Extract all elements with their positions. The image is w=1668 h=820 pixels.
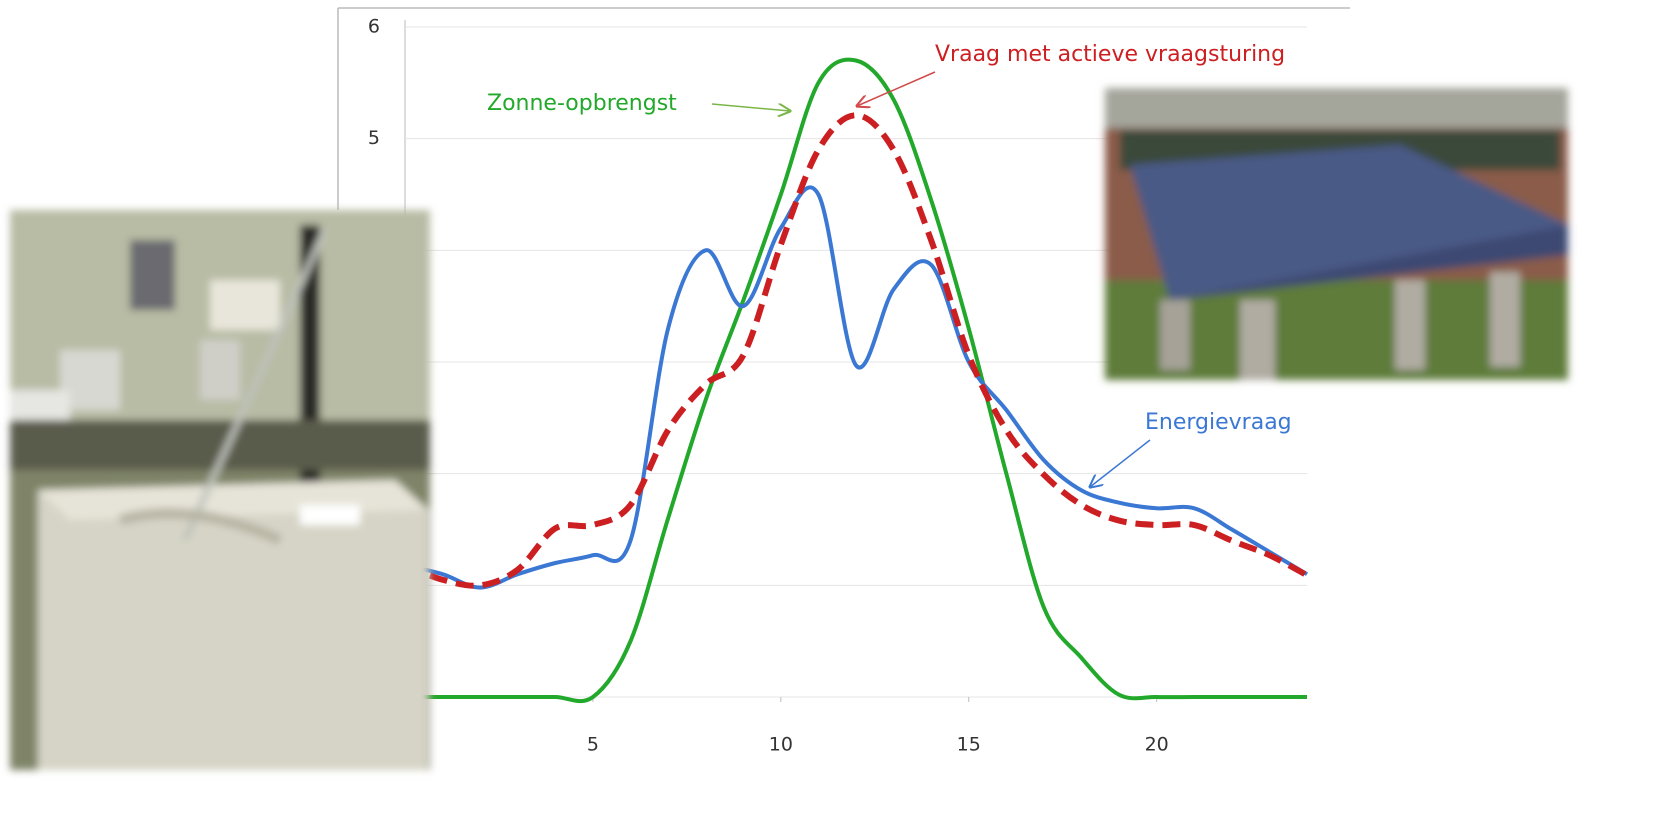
y-tick-label: 5: [368, 127, 380, 149]
lab-photo: [10, 210, 430, 770]
series-annotation: Zonne-opbrengst: [487, 91, 677, 116]
chart: 01234565101520 Zonne-opbrengstEnergievra…: [0, 0, 1668, 820]
x-tick-label: 5: [587, 734, 599, 756]
annotation-arrows: [712, 72, 1150, 487]
x-tick-label: 10: [769, 734, 793, 756]
x-tick-label: 20: [1145, 734, 1169, 756]
x-tick-label: 15: [957, 734, 981, 756]
series-annotation: Energievraag: [1145, 410, 1292, 435]
solar-photo: [1105, 88, 1568, 380]
series-annotation: Vraag met actieve vraagsturing: [935, 42, 1285, 67]
y-tick-label: 6: [368, 16, 380, 38]
